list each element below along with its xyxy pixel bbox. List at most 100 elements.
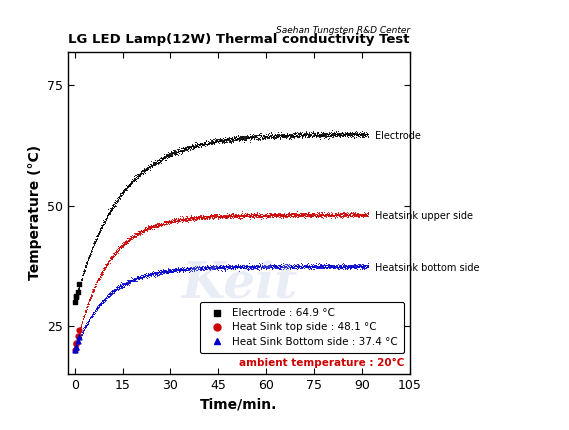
Point (341, 211, 351, 218)
Point (100, 264, 109, 271)
Point (215, 139, 224, 146)
Point (253, 135, 262, 141)
Point (360, 132, 369, 139)
Point (135, 171, 144, 178)
Point (308, 263, 318, 270)
Point (112, 286, 121, 292)
Point (350, 212, 359, 219)
Point (130, 230, 139, 237)
Point (167, 153, 176, 160)
Point (191, 138, 200, 145)
Point (88, 244, 97, 251)
Point (222, 138, 231, 145)
Point (172, 217, 182, 224)
Point (109, 201, 118, 208)
Point (138, 168, 147, 175)
Point (218, 213, 227, 220)
Point (146, 223, 155, 230)
Point (159, 268, 168, 275)
Point (83, 299, 92, 306)
Point (211, 137, 220, 144)
Point (189, 145, 199, 152)
Point (76, 281, 85, 288)
Point (171, 267, 180, 274)
Point (196, 265, 205, 272)
Point (244, 135, 253, 141)
Point (288, 262, 298, 269)
Point (129, 233, 138, 240)
Point (121, 186, 130, 193)
Point (218, 215, 227, 221)
Point (334, 265, 343, 272)
Point (236, 135, 245, 142)
Point (361, 131, 370, 138)
Point (360, 132, 369, 139)
Point (234, 212, 243, 219)
Point (109, 288, 118, 295)
Point (142, 273, 151, 280)
Point (142, 166, 151, 172)
Point (188, 266, 197, 273)
Point (184, 145, 193, 152)
Point (222, 264, 232, 271)
Point (239, 213, 248, 220)
Point (197, 215, 207, 222)
Point (295, 263, 304, 270)
Point (302, 263, 311, 270)
Point (354, 210, 363, 217)
Point (114, 283, 123, 290)
Point (83, 302, 92, 309)
Point (344, 211, 353, 218)
Point (304, 211, 313, 218)
Point (257, 210, 266, 217)
Point (92, 278, 101, 285)
Point (334, 211, 343, 218)
Point (110, 249, 119, 256)
Point (303, 264, 312, 271)
Point (181, 146, 190, 153)
Point (250, 263, 259, 270)
Point (302, 212, 311, 219)
Point (126, 181, 135, 188)
Point (127, 278, 136, 285)
Point (301, 262, 310, 269)
Point (190, 141, 199, 148)
Point (129, 177, 138, 184)
Point (157, 157, 166, 163)
Point (242, 133, 251, 140)
Point (99, 221, 108, 228)
Point (117, 189, 126, 196)
Point (189, 144, 199, 150)
Point (221, 213, 230, 220)
Point (283, 264, 292, 270)
Point (326, 212, 335, 218)
Point (316, 262, 325, 269)
Point (299, 263, 308, 270)
Point (328, 126, 337, 133)
Point (148, 222, 157, 229)
Point (311, 212, 320, 218)
Point (171, 215, 180, 221)
Point (307, 134, 316, 141)
Point (233, 263, 242, 270)
Point (329, 129, 339, 136)
Point (340, 131, 349, 138)
Point (255, 212, 265, 219)
Point (143, 271, 152, 278)
Point (259, 262, 268, 269)
Point (296, 264, 306, 271)
Point (119, 281, 128, 288)
Point (125, 181, 134, 188)
Point (114, 246, 123, 252)
Point (325, 212, 335, 219)
Point (106, 254, 116, 261)
Point (213, 212, 222, 219)
Point (96, 271, 105, 278)
Point (249, 262, 258, 269)
Point (244, 210, 253, 217)
Point (113, 199, 122, 206)
Point (293, 134, 302, 141)
Point (149, 270, 158, 277)
Point (266, 262, 275, 269)
Point (129, 233, 138, 240)
